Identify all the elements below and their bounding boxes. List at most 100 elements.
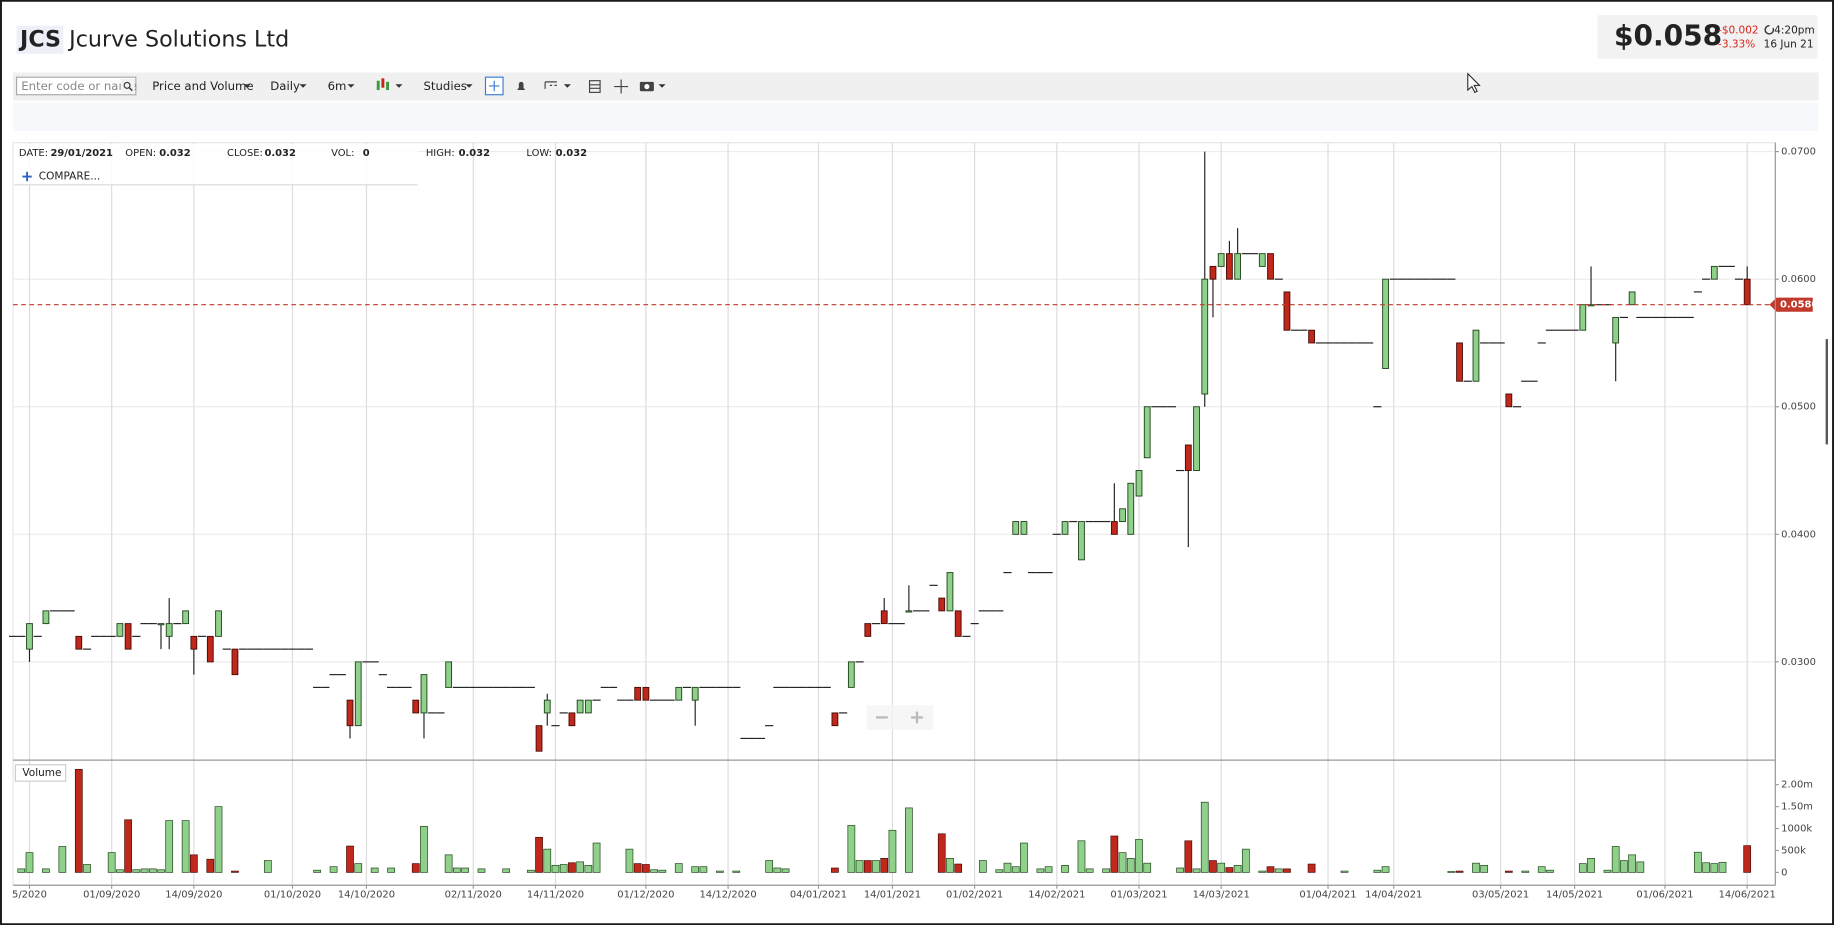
volume-bar — [863, 860, 872, 873]
volume-bar — [17, 868, 26, 873]
volume-bar — [633, 863, 642, 873]
volume-bar — [1603, 869, 1612, 873]
candle-body — [1283, 291, 1291, 331]
volume-bar — [387, 867, 395, 873]
volume-tick-label: 500k — [1781, 845, 1806, 856]
x-tick-label: 14/05/2021 — [1546, 890, 1603, 901]
volume-bar — [1283, 868, 1291, 873]
volume-bar — [526, 869, 535, 873]
info-label: OPEN: — [125, 148, 156, 159]
compare-plus[interactable] — [22, 171, 32, 182]
search-box[interactable] — [15, 76, 137, 96]
volume-bar — [148, 868, 157, 873]
volume-bar — [1003, 862, 1012, 873]
volume-bar — [592, 842, 601, 873]
volume-bar — [231, 870, 239, 873]
compare-button[interactable]: COMPARE... — [39, 171, 101, 183]
volume-tick-label: 1.50m — [1781, 802, 1813, 813]
volume-bar — [74, 768, 83, 873]
candle-body — [1217, 253, 1225, 267]
volume-bar — [855, 860, 864, 873]
volume-bar — [773, 867, 782, 873]
volume-bar — [831, 867, 839, 873]
candle-body — [847, 661, 855, 688]
volume-bar — [1611, 846, 1620, 873]
toolbar-item[interactable]: Daily — [270, 79, 300, 93]
volume-bar — [1694, 851, 1702, 873]
chart-type-icon[interactable] — [376, 78, 390, 91]
candle-body — [1267, 253, 1274, 280]
candle-body — [1308, 329, 1315, 344]
candle-body — [157, 623, 165, 626]
volume-bar — [411, 863, 420, 873]
candle-body — [1078, 521, 1085, 561]
volume-bar — [1102, 868, 1110, 873]
move-icon[interactable] — [614, 79, 629, 94]
mouse-cursor — [1467, 72, 1481, 94]
volume-bar — [329, 866, 338, 873]
candle-body — [584, 699, 592, 714]
volume-bar — [1192, 868, 1201, 873]
volume-tick-label: 2.00m — [1781, 780, 1813, 791]
zoom-in[interactable] — [911, 711, 923, 724]
candle-body — [1127, 482, 1135, 535]
candle-body — [831, 712, 839, 727]
x-tick-label: 01/09/2020 — [83, 890, 140, 901]
candle-body — [346, 699, 354, 727]
volume-bar — [42, 868, 50, 873]
volume-bar — [116, 869, 124, 873]
volume-bar — [452, 867, 461, 873]
candle-body — [535, 725, 543, 752]
volume-bar — [181, 820, 190, 873]
volume-bar — [847, 825, 856, 873]
candle-body — [543, 699, 551, 714]
volume-bar — [535, 836, 543, 873]
candle-body — [412, 699, 420, 714]
volume-bar — [872, 860, 880, 873]
volume-bar — [1118, 852, 1127, 873]
candle-body — [1201, 278, 1209, 395]
info-bar: DATE: 29/01/2021 OPEN: 0.032 CLOSE: 0.032 VOL:… — [19, 148, 587, 159]
toolbar-item[interactable]: Studies — [424, 79, 467, 93]
volume-bar — [1743, 845, 1752, 873]
table-icon[interactable] — [588, 80, 601, 93]
alert-icon[interactable] — [517, 81, 526, 91]
search-placeholder[interactable]: Enter code or name — [21, 79, 137, 93]
info-label: DATE: — [19, 148, 48, 159]
toolbar-item[interactable]: 6m — [328, 79, 347, 93]
volume-bar — [1011, 866, 1020, 873]
company-name: Jcurve Solutions Ltd — [67, 26, 289, 52]
price-change-pct: -3.33% — [1718, 38, 1755, 50]
volume-bar — [715, 870, 724, 873]
search-button[interactable] — [120, 78, 135, 94]
candle-body — [1382, 278, 1389, 369]
candle-body — [1020, 521, 1028, 535]
grid: 0.0300 0.0400 0.0500 0.0600 0.0700 0 500k 1000k… — [12, 142, 1816, 901]
last-price-tag — [1769, 297, 1813, 312]
drawing-icon[interactable] — [544, 81, 557, 89]
volume-bar — [313, 869, 321, 873]
candle-body — [1061, 521, 1069, 535]
dropdown-caret — [243, 84, 666, 88]
volume-bar — [1184, 840, 1193, 873]
volume-bar — [946, 858, 954, 873]
candle-body — [1579, 304, 1587, 331]
volume-bar — [420, 825, 428, 873]
refresh-icon[interactable] — [1764, 25, 1775, 35]
candle-body — [42, 610, 50, 625]
candle-body — [938, 597, 946, 612]
info-value: 0 — [363, 148, 370, 159]
volume-bar — [1085, 868, 1094, 873]
volume-bar — [1233, 865, 1242, 873]
y-tick-label: 0.0600 — [1781, 274, 1816, 285]
candle-body — [1226, 253, 1233, 280]
volume-bar — [140, 868, 149, 873]
info-panel — [14, 143, 418, 185]
candle-body — [1472, 329, 1480, 382]
volume-bar — [58, 846, 67, 873]
quote-date: 16 Jun 21 — [1764, 38, 1814, 50]
toolbar-item[interactable]: Price and Volume — [152, 79, 253, 93]
x-tick-label: 01/10/2020 — [264, 890, 321, 901]
quote-box — [1597, 15, 1818, 59]
info-value: 29/01/2021 — [50, 148, 113, 159]
